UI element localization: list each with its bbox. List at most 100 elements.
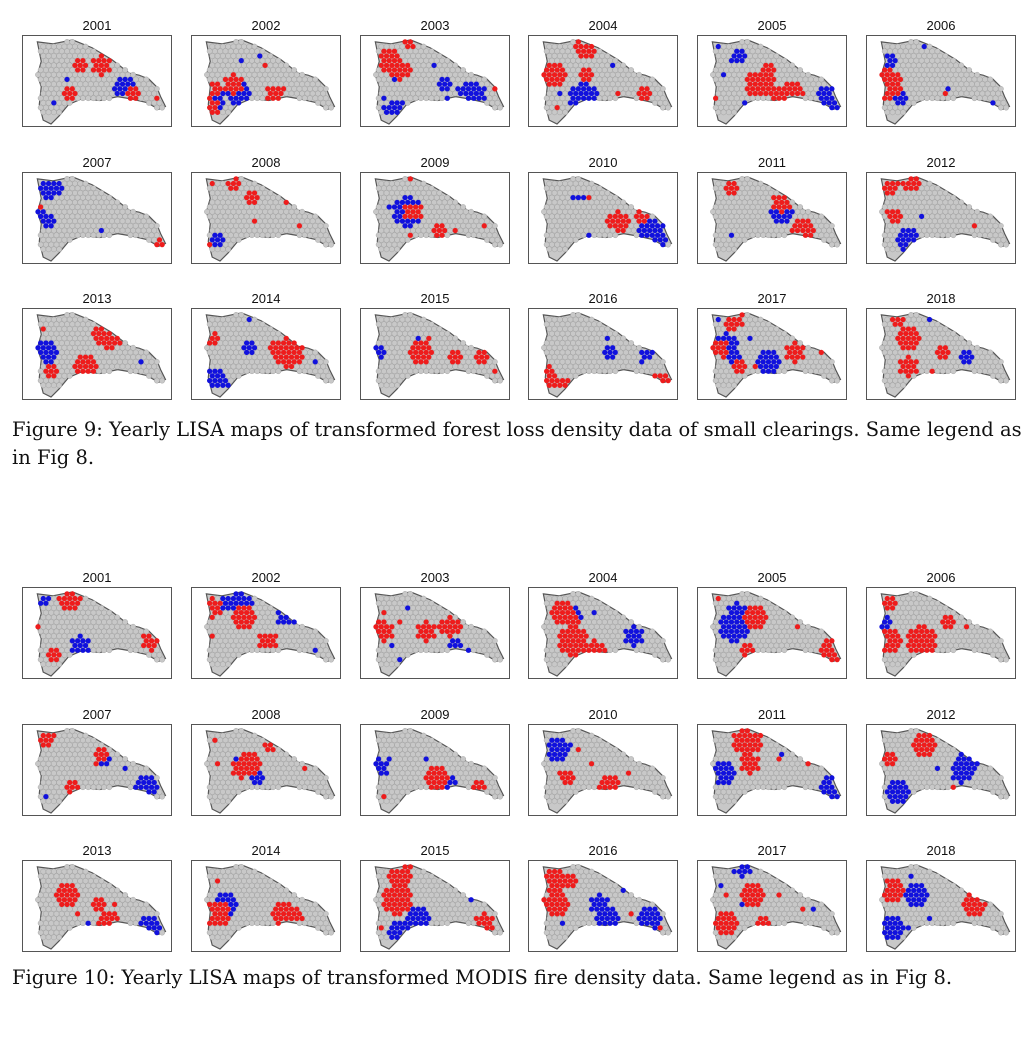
hex-cell-low-low — [573, 100, 579, 106]
hex-cell-not-significant — [381, 204, 387, 210]
hex-cell-low-low — [225, 595, 231, 602]
hex-cell-high-high — [439, 232, 445, 238]
hex-cell-not-significant — [82, 623, 89, 630]
hex-cell-not-significant — [665, 241, 671, 248]
hex-cell-high-high — [117, 340, 123, 346]
hex-cell-not-significant — [444, 194, 451, 201]
hex-cell-not-significant — [460, 67, 467, 73]
hex-cell-not-significant — [599, 218, 605, 224]
hex-cell-not-significant — [950, 57, 957, 64]
hex-cell-not-significant — [557, 623, 563, 630]
hex-cell-not-significant — [399, 633, 406, 639]
hex-cell-low-low — [768, 209, 774, 215]
hex-cell-low-low — [652, 218, 658, 224]
hex-cell-not-significant — [259, 609, 266, 616]
hex-cell-high-high — [222, 76, 229, 83]
hex-cell-high-high — [573, 642, 579, 649]
hex-cell-high-high — [639, 95, 645, 101]
hex-cell-not-significant — [489, 90, 496, 97]
hex-cell-low-low — [639, 628, 645, 635]
hex-cell-not-significant — [80, 609, 86, 616]
hex-cell-not-significant — [212, 619, 218, 625]
hex-cell-high-high — [214, 109, 221, 115]
hex-cell-high-high — [570, 619, 576, 625]
hex-cell-low-low — [217, 95, 223, 101]
hex-cell-high-high — [805, 218, 811, 224]
hex-cell-high-high — [230, 90, 237, 97]
hex-cell-high-high — [580, 628, 587, 635]
hex-cell-not-significant — [264, 619, 271, 625]
hex-cell-high-high — [557, 62, 563, 68]
hex-cell-high-high — [559, 600, 566, 606]
hex-cell-not-significant — [106, 232, 113, 239]
hex-cell-not-significant — [950, 194, 957, 201]
hex-cell-high-high — [789, 227, 795, 234]
hex-cell-high-high — [620, 227, 626, 234]
hex-cell-not-significant — [426, 642, 432, 649]
hex-cell-high-high — [588, 642, 595, 649]
hex-cell-high-high — [744, 86, 750, 92]
hex-cell-not-significant — [805, 71, 811, 78]
hex-cell-high-high — [971, 223, 978, 229]
hex-cell-low-low — [742, 100, 748, 106]
hex-cell-high-high — [442, 227, 448, 234]
hex-cell-high-high — [757, 90, 764, 97]
hex-cell-not-significant — [394, 614, 400, 621]
hex-cell-not-significant — [657, 90, 664, 97]
hex-cell-high-high — [557, 633, 563, 639]
hex-cell-not-significant — [53, 637, 60, 644]
fig9-panel-2015: 2015 — [360, 291, 510, 401]
lisa-map-frame — [360, 587, 510, 679]
hex-cell-low-low — [639, 232, 645, 238]
hex-cell-low-low — [570, 195, 576, 201]
hex-cell-high-high — [397, 76, 403, 83]
hex-cell-high-high — [265, 95, 271, 101]
hex-cell-not-significant — [1003, 104, 1009, 111]
hex-cell-not-significant — [773, 53, 780, 59]
hex-cell-high-high — [752, 81, 758, 87]
hex-cell-not-significant — [375, 647, 382, 654]
hex-cell-not-significant — [460, 204, 467, 210]
hex-cell-not-significant — [765, 48, 772, 55]
hex-cell-not-significant — [106, 637, 113, 644]
hex-cell-not-significant — [412, 637, 419, 644]
hex-cell-high-high — [578, 642, 584, 649]
hex-cell-not-significant — [143, 76, 150, 83]
lisa-map — [879, 176, 1011, 262]
hex-cell-high-high — [615, 218, 621, 224]
hex-cell-low-low — [220, 595, 226, 602]
hex-cell-not-significant — [103, 623, 110, 630]
hex-cell-not-significant — [942, 190, 949, 196]
hex-cell-not-significant — [267, 190, 274, 196]
hex-cell-not-significant — [554, 637, 561, 644]
hex-cell-not-significant — [206, 656, 213, 663]
hex-cell-high-high — [399, 72, 406, 78]
hex-cell-not-significant — [433, 647, 440, 654]
hex-cell-low-low — [405, 218, 411, 224]
hex-cell-high-high — [93, 62, 99, 68]
hex-cell-not-significant — [797, 67, 804, 73]
hex-cell-not-significant — [58, 656, 65, 663]
hex-cell-high-high — [644, 213, 650, 220]
hex-cell-low-low — [734, 58, 740, 64]
hex-cell-low-low — [207, 377, 213, 384]
hex-cell-not-significant — [259, 185, 266, 192]
hex-cell-not-significant — [588, 633, 595, 639]
hex-cell-low-low — [312, 359, 318, 365]
hex-cell-high-high — [607, 213, 613, 220]
hex-cell-not-significant — [88, 633, 94, 639]
hex-cell-not-significant — [998, 95, 1004, 102]
hex-cell-low-low — [476, 86, 482, 92]
hex-cell-not-significant — [444, 647, 451, 654]
hex-cell-not-significant — [119, 633, 126, 639]
hex-cell-low-low — [771, 213, 777, 220]
hex-cell-not-significant — [130, 623, 136, 630]
hex-cell-not-significant — [481, 213, 488, 220]
panel-year-label: 2013 — [82, 291, 112, 306]
hex-cell-not-significant — [476, 647, 482, 654]
hex-cell-not-significant — [64, 609, 70, 616]
hex-cell-low-low — [51, 345, 57, 351]
hex-cell-high-high — [383, 624, 390, 630]
hex-cell-high-high — [554, 104, 560, 111]
hex-cell-not-significant — [95, 637, 102, 644]
